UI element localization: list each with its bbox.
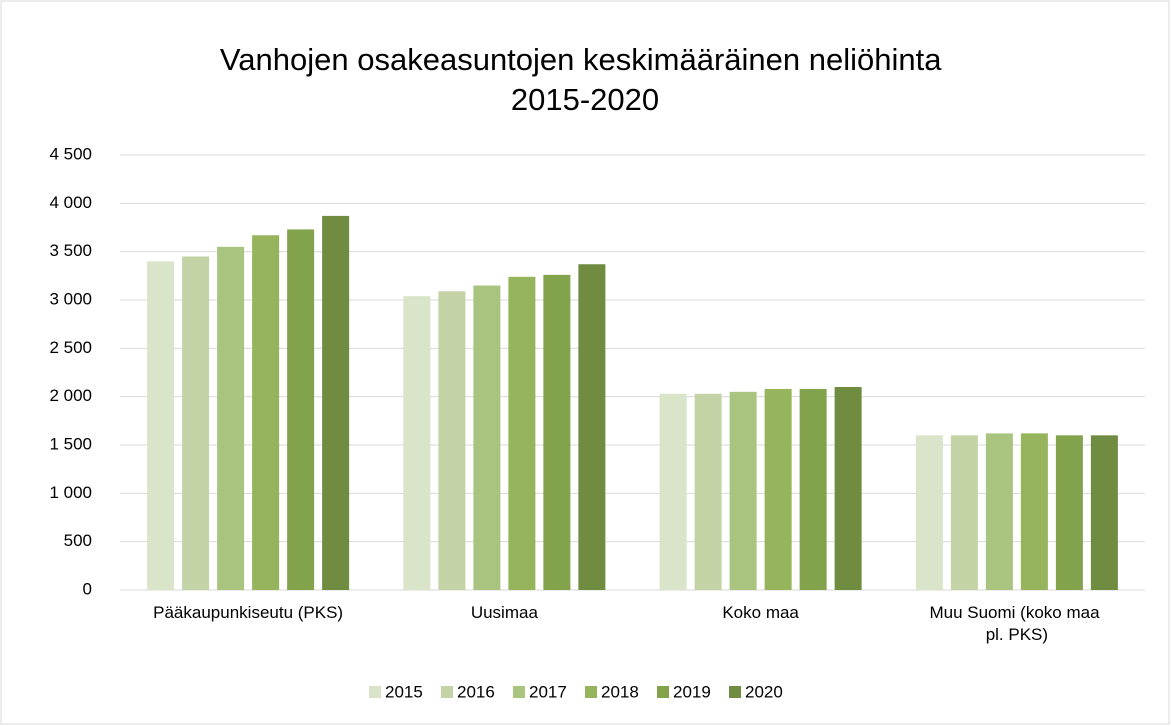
legend-label: 2017: [529, 682, 567, 701]
y-tick-label: 0: [83, 579, 92, 598]
bar: [473, 285, 501, 590]
x-tick-label: Koko maa: [722, 603, 799, 622]
y-tick-label: 3 000: [49, 289, 92, 308]
chart-title: Vanhojen osakeasuntojen keskimääräinen n…: [220, 42, 950, 117]
bar: [508, 276, 536, 590]
bar: [322, 215, 350, 590]
bar: [578, 264, 606, 590]
bar: [182, 256, 210, 590]
x-tick-label: Uusimaa: [471, 603, 539, 622]
legend-label: 2020: [745, 682, 783, 701]
bar: [764, 388, 792, 590]
legend-swatch: [729, 686, 741, 698]
x-tick-label: Pääkaupunkiseutu (PKS): [153, 603, 343, 622]
bar: [659, 393, 687, 590]
bar: [252, 235, 280, 590]
y-tick-label: 1 500: [49, 434, 92, 453]
bar: [438, 291, 466, 590]
legend-swatch: [369, 686, 381, 698]
bar: [834, 387, 862, 590]
legend-swatch: [513, 686, 525, 698]
bar: [217, 246, 245, 591]
legend-swatch: [585, 686, 597, 698]
bar: [1020, 433, 1048, 590]
bar: [915, 435, 943, 590]
legend-label: 2016: [457, 682, 495, 701]
legend-swatch: [441, 686, 453, 698]
y-tick-label: 500: [64, 531, 92, 550]
bar: [729, 391, 757, 590]
y-tick-label: 4 000: [49, 193, 92, 212]
bar: [694, 393, 722, 590]
y-tick-label: 2 500: [49, 338, 92, 357]
x-tick-label: Muu Suomi (koko maa pl. PKS): [929, 603, 1104, 644]
legend-swatch: [657, 686, 669, 698]
y-tick-label: 1 000: [49, 483, 92, 502]
bar: [543, 274, 571, 590]
bar: [985, 433, 1013, 590]
bar: [147, 261, 175, 590]
y-tick-label: 2 000: [49, 386, 92, 405]
bar: [950, 435, 978, 590]
y-tick-label: 3 500: [49, 241, 92, 260]
y-tick-label: 4 500: [49, 144, 92, 163]
legend-label: 2015: [385, 682, 423, 701]
legend-label: 2018: [601, 682, 639, 701]
bar: [799, 388, 827, 590]
bar: [287, 229, 315, 590]
bar: [403, 296, 431, 590]
legend-label: 2019: [673, 682, 711, 701]
bar: [1055, 435, 1083, 590]
bar: [1090, 435, 1118, 590]
